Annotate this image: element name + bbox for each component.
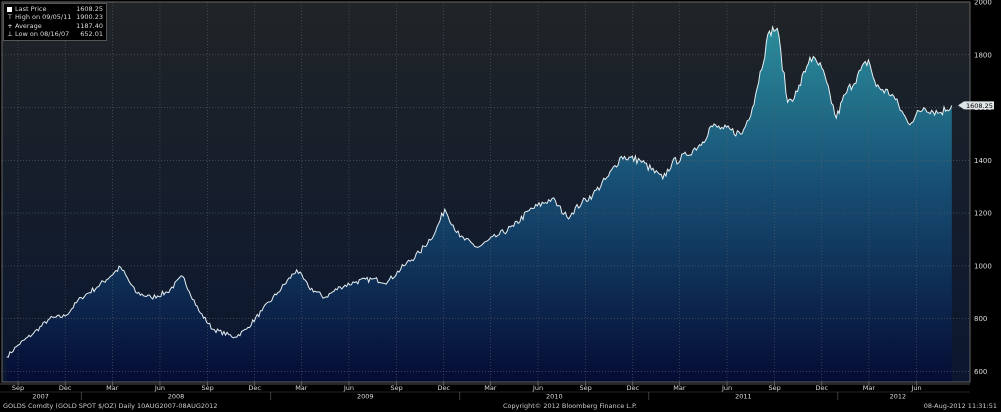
- y-tick-label: 1800: [974, 51, 992, 59]
- footer-copyright: Copyright© 2012 Bloomberg Finance L.P.: [503, 402, 637, 410]
- legend-average-label: Average: [15, 21, 42, 30]
- price-area: [6, 27, 952, 382]
- x-month-label: Sep: [769, 384, 781, 392]
- x-month-label: Dec: [816, 384, 829, 392]
- legend-low-value: 652.01: [80, 30, 103, 39]
- y-tick-label: 1400: [974, 157, 992, 165]
- footer-security: GOLDS Comdty (GOLD SPOT $/OZ) Daily 10AU…: [3, 402, 218, 410]
- x-month-label: Dec: [437, 384, 450, 392]
- average-marker-icon: +: [7, 21, 13, 30]
- y-tick-label: 1200: [974, 210, 992, 218]
- high-marker-icon: ⊤: [7, 13, 13, 22]
- x-year-label: 2008: [168, 393, 185, 401]
- x-month-label: Jun: [532, 384, 543, 392]
- x-year-label: 2009: [357, 393, 374, 401]
- x-month-label: Dec: [248, 384, 261, 392]
- last-price-tag: 1608.25: [958, 101, 994, 110]
- last-price-tag-label: 1608.25: [966, 102, 993, 110]
- x-month-label: Sep: [12, 384, 24, 392]
- price-line: [6, 25, 953, 358]
- legend-average-value: 1187.40: [76, 21, 103, 30]
- last-price-tag-shape: [958, 101, 994, 110]
- y-tick-label: 2000: [974, 0, 992, 7]
- footer-timestamp: 08-Aug-2012 11:31:51: [923, 402, 997, 410]
- x-year-label: 2010: [546, 393, 563, 401]
- x-month-label: Mar: [673, 384, 686, 392]
- x-month-label: Jun: [910, 384, 921, 392]
- y-tick-label: 800: [974, 315, 987, 323]
- x-month-label: Jun: [343, 384, 354, 392]
- chart-legend: Last Price 1608.25 ⊤ High on 09/05/11 190…: [3, 3, 107, 41]
- x-month-label: Sep: [201, 384, 213, 392]
- x-month-label: Mar: [295, 384, 308, 392]
- x-month-label: Jun: [154, 384, 165, 392]
- x-month-label: Mar: [484, 384, 497, 392]
- x-year-label: 2011: [735, 393, 752, 401]
- x-month-label: Sep: [580, 384, 592, 392]
- chart-footer: GOLDS Comdty (GOLD SPOT $/OZ) Daily 10AU…: [0, 400, 1001, 412]
- y-axis: 600800100012001400160018002000: [974, 0, 992, 376]
- legend-last-price-label: Last Price: [15, 5, 47, 13]
- legend-row-high: ⊤ High on 09/05/11 1900.23: [7, 13, 103, 21]
- legend-high-value: 1900.23: [76, 13, 103, 22]
- low-marker-icon: ⊥: [7, 30, 13, 39]
- x-axis: Sep Dec Mar Jun Sep Dec Mar Jun Sep Dec Mar Jun Sep D…: [0, 382, 970, 400]
- legend-high-label: High on 09/05/11: [15, 13, 72, 22]
- gridlines-overlay: [2, 1, 970, 382]
- x-month-label: Dec: [626, 384, 639, 392]
- x-month-label: Jun: [721, 384, 732, 392]
- x-year-label: 2007: [32, 393, 49, 401]
- gold-price-chart: 600800100012001400160018002000 SepDecMar…: [0, 0, 994, 400]
- x-month-label: Dec: [59, 384, 72, 392]
- legend-row-low: ⊥ Low on 08/16/07 652.01: [7, 30, 103, 38]
- y-tick-label: 1000: [974, 262, 992, 270]
- plot-border: [1, 1, 971, 383]
- legend-row-average: + Average 1187.40: [7, 22, 103, 30]
- x-year-label: 2012: [890, 393, 907, 401]
- legend-last-price-value: 1608.25: [76, 5, 103, 13]
- legend-row-last-price: Last Price 1608.25: [7, 5, 103, 13]
- last-price-swatch: [7, 6, 12, 12]
- x-month-label: Mar: [106, 384, 119, 392]
- y-tick-label: 600: [974, 368, 987, 376]
- x-month-label: Mar: [863, 384, 876, 392]
- legend-low-label: Low on 08/16/07: [15, 30, 70, 39]
- x-month-label: Sep: [390, 384, 402, 392]
